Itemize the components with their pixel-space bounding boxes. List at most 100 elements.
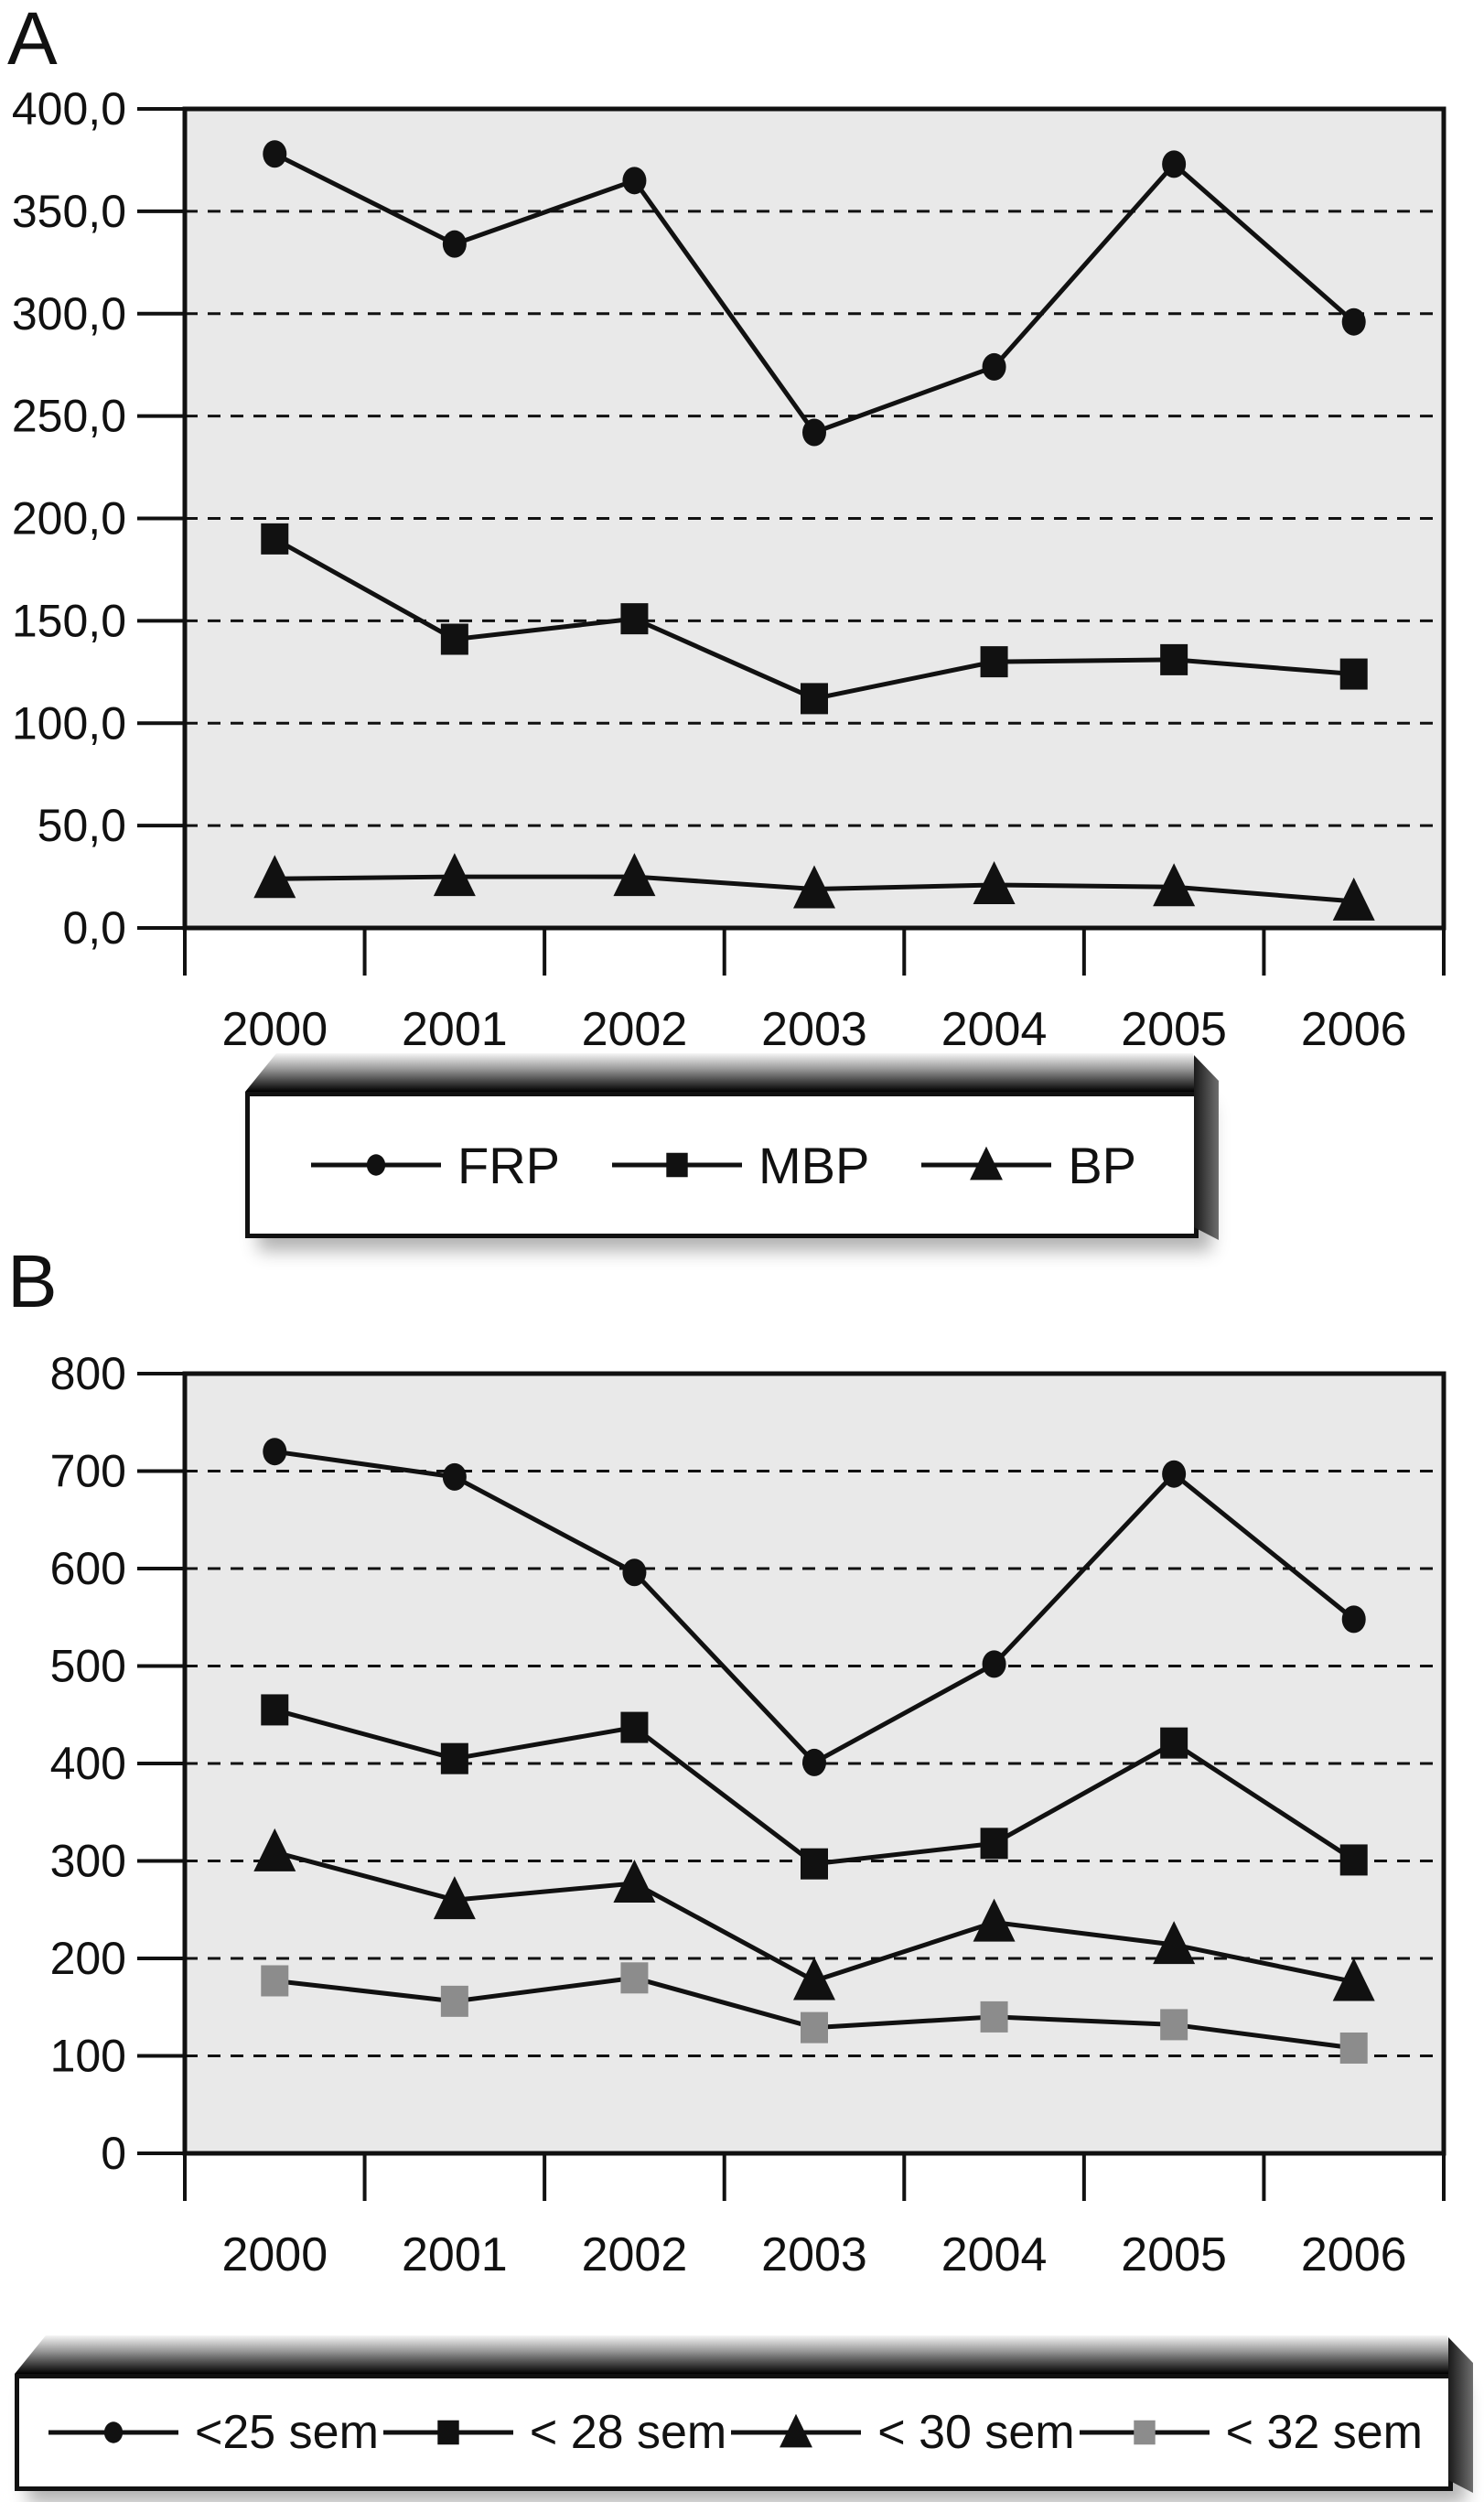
x-tick-label: 2001 xyxy=(402,1003,508,1056)
square-marker-icon xyxy=(1160,643,1188,675)
legend-item-label: < 30 sem xyxy=(877,2406,1075,2459)
square-marker-icon xyxy=(1160,1727,1188,1759)
circle-marker-icon xyxy=(1162,150,1187,178)
square-legend-marker-icon xyxy=(611,1152,742,1178)
square-marker-icon xyxy=(1339,2032,1368,2064)
panel-a-label: A xyxy=(7,0,58,81)
y-tick-label: 600 xyxy=(50,1543,126,1594)
x-tick-label: 2006 xyxy=(1301,1003,1407,1056)
triangle-marker-icon xyxy=(780,2413,813,2448)
circle-marker-icon xyxy=(622,1558,647,1587)
x-tick-label: 2000 xyxy=(221,1003,328,1056)
legend-item-label: BP xyxy=(1068,1136,1137,1194)
square-marker-icon xyxy=(620,1962,649,1994)
x-tick-label: 2003 xyxy=(761,1003,867,1056)
y-tick-label: 0 xyxy=(101,2128,126,2179)
y-tick-label: 700 xyxy=(50,1446,126,1497)
triangle-marker-icon xyxy=(970,1146,1004,1181)
y-axis: 800 700 600 500 400 300 200 100 0 xyxy=(50,1348,1444,2179)
circle-marker-icon xyxy=(802,1748,826,1776)
legend-item-label: <25 sem xyxy=(195,2406,379,2459)
legend-item: FRP xyxy=(307,1136,560,1195)
square-marker-icon xyxy=(666,1152,688,1178)
legend-a: FRP MBP BP xyxy=(245,1092,1199,1238)
circle-marker-icon xyxy=(263,140,287,168)
series--28-sem xyxy=(261,1694,1368,1880)
legend-item: MBP xyxy=(608,1136,869,1195)
square-legend-marker-icon xyxy=(1079,2420,1210,2445)
legend-item: <25 sem xyxy=(45,2405,379,2460)
triangle-marker-icon xyxy=(433,1876,476,1920)
triangle-marker-icon xyxy=(613,1859,656,1903)
square-marker-icon xyxy=(261,1965,289,1997)
y-tick-label: 500 xyxy=(50,1641,126,1692)
y-tick-label: 400 xyxy=(50,1738,126,1789)
y-tick-label: 100,0 xyxy=(12,697,126,749)
circle-marker-icon xyxy=(263,1438,287,1466)
legend-item-label: < 32 sem xyxy=(1225,2406,1423,2459)
panel-b-label: B xyxy=(7,1240,58,1323)
legend-item: < 32 sem xyxy=(1076,2405,1423,2460)
y-tick-label: 200,0 xyxy=(12,493,126,545)
circle-marker-icon xyxy=(982,1650,1006,1678)
triangle-marker-icon xyxy=(973,861,1016,905)
square-marker-icon xyxy=(440,623,468,655)
circle-legend-marker-icon xyxy=(48,2421,178,2443)
y-tick-label: 0,0 xyxy=(62,902,126,954)
legend-item-label: FRP xyxy=(457,1136,560,1194)
series-FRP xyxy=(263,140,1366,447)
x-tick-label: 2004 xyxy=(941,1003,1048,1056)
legend-b-top-shadow xyxy=(15,2335,1453,2374)
square-marker-icon xyxy=(1339,658,1368,690)
square-marker-icon xyxy=(1133,2420,1156,2445)
series--25-sem xyxy=(263,1438,1366,1776)
circle-marker-icon xyxy=(366,1154,386,1176)
circle-marker-icon xyxy=(1341,1605,1366,1634)
circle-marker-icon xyxy=(442,1462,467,1491)
x-tick-label: 2005 xyxy=(1121,1003,1227,1056)
legend-item-label: < 28 sem xyxy=(529,2406,727,2459)
triangle-marker-icon xyxy=(1153,1921,1196,1965)
triangle-marker-icon xyxy=(1332,877,1375,921)
plot-border xyxy=(182,106,1446,931)
y-tick-label: 50,0 xyxy=(38,800,126,851)
series-MBP xyxy=(261,523,1368,715)
square-marker-icon xyxy=(261,523,289,555)
square-marker-icon xyxy=(801,1848,828,1880)
square-marker-icon xyxy=(801,2011,828,2044)
series--30-sem xyxy=(253,1828,1375,2001)
circle-marker-icon xyxy=(982,352,1006,381)
y-tick-label: 250,0 xyxy=(12,391,126,442)
square-marker-icon xyxy=(980,646,1008,678)
chart-a-line-plot: 400,0 350,0 300,0 250,0 200,0 150,0 100,0 50,0 0… xyxy=(12,83,1446,1056)
square-marker-icon xyxy=(1160,2009,1188,2041)
circle-marker-icon xyxy=(1341,307,1366,336)
legend-a-right-shadow xyxy=(1194,1055,1219,1249)
triangle-marker-icon xyxy=(613,853,656,897)
circle-marker-icon xyxy=(1162,1460,1187,1488)
square-marker-icon xyxy=(261,1694,289,1726)
square-marker-icon xyxy=(620,1711,649,1743)
legend-item: < 30 sem xyxy=(727,2405,1075,2460)
legend-a-top-shadow xyxy=(245,1053,1199,1092)
series-BP xyxy=(253,853,1375,921)
triangle-marker-icon xyxy=(793,1957,835,2001)
square-marker-icon xyxy=(980,2001,1008,2033)
legend-b: <25 sem < 28 sem < 30 sem < 32 sem xyxy=(15,2374,1453,2491)
legend-item: BP xyxy=(918,1136,1136,1195)
triangle-marker-icon xyxy=(973,1898,1016,1942)
circle-marker-icon xyxy=(622,167,647,195)
y-tick-label: 800 xyxy=(50,1348,126,1399)
series--32-sem xyxy=(261,1962,1368,2064)
triangle-marker-icon xyxy=(1153,863,1196,907)
square-marker-icon xyxy=(801,683,828,715)
x-tick-label: 2003 xyxy=(761,2228,867,2281)
x-tick-label: 2005 xyxy=(1121,2228,1227,2281)
triangle-marker-icon xyxy=(433,853,476,897)
x-axis: 2000 2001 2002 2003 2004 2005 2006 xyxy=(183,928,1446,1056)
y-tick-label: 300,0 xyxy=(12,288,126,340)
x-axis: 2000 2001 2002 2003 2004 2005 2006 xyxy=(183,2153,1446,2281)
y-axis: 400,0 350,0 300,0 250,0 200,0 150,0 100,0 50,0 0… xyxy=(12,83,1444,954)
